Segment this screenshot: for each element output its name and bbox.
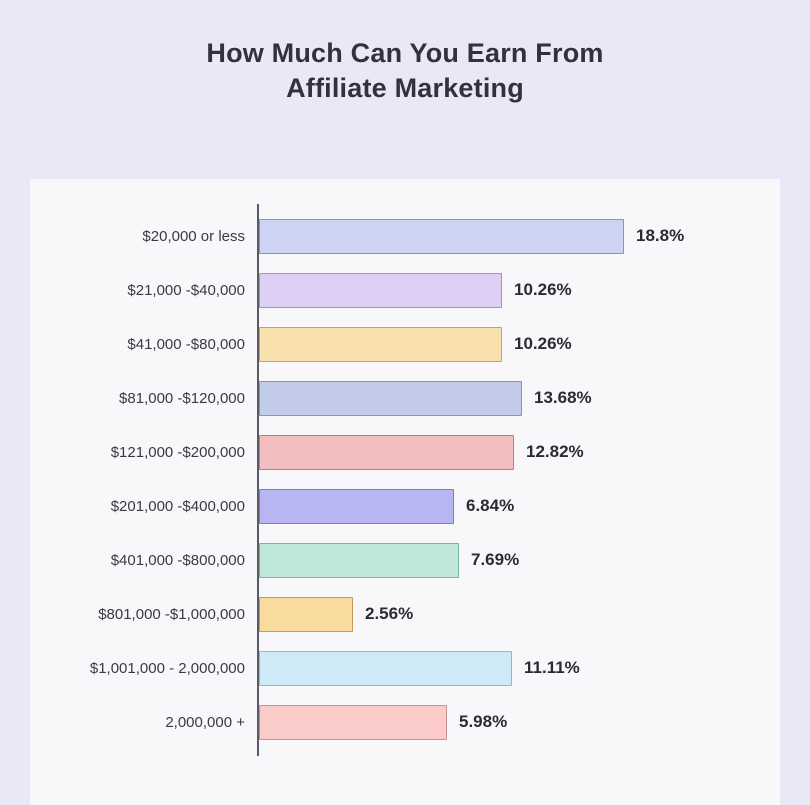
bar-area: 7.69% — [259, 542, 520, 578]
bar — [259, 488, 454, 524]
bar-area: 10.26% — [259, 326, 572, 362]
bar — [259, 218, 624, 254]
chart-row: $81,000 -$120,000 13.68% — [30, 371, 780, 425]
category-label: $41,000 -$80,000 — [127, 335, 245, 353]
category-label: $801,000 -$1,000,000 — [98, 605, 245, 623]
chart-title: How Much Can You Earn From Affiliate Mark… — [0, 36, 810, 106]
value-label: 11.11% — [524, 658, 580, 677]
bar — [259, 704, 447, 740]
category-label: 2,000,000 + — [165, 713, 245, 731]
chart-panel: $20,000 or less 18.8% $21,000 -$40,000 10.2… — [30, 179, 780, 805]
value-label: 10.26% — [514, 280, 572, 299]
category-label: $20,000 or less — [142, 227, 245, 245]
category-label: $21,000 -$40,000 — [127, 281, 245, 299]
chart-title-line-1: How Much Can You Earn From — [206, 38, 604, 68]
bar — [259, 434, 514, 470]
bar-area: 11.11% — [259, 650, 580, 686]
bar-area: 12.82% — [259, 434, 584, 470]
chart-row: $201,000 -$400,000 6.84% — [30, 479, 780, 533]
bar-chart: $20,000 or less 18.8% $21,000 -$40,000 10.2… — [30, 179, 780, 756]
bar — [259, 272, 502, 308]
bar-area: 2.56% — [259, 596, 414, 632]
chart-row: $20,000 or less 18.8% — [30, 209, 780, 263]
chart-row: $21,000 -$40,000 10.26% — [30, 263, 780, 317]
chart-row: $121,000 -$200,000 12.82% — [30, 425, 780, 479]
chart-row: $41,000 -$80,000 10.26% — [30, 317, 780, 371]
value-label: 5.98% — [459, 712, 508, 731]
bar-area: 6.84% — [259, 488, 515, 524]
chart-title-line-2: Affiliate Marketing — [286, 73, 524, 104]
value-label: 10.26% — [514, 334, 572, 353]
bar — [259, 326, 502, 362]
chart-row: $1,001,000 - 2,000,000 11.11% — [30, 641, 780, 695]
bar-area: 13.68% — [259, 380, 592, 416]
value-label: 18.8% — [636, 226, 685, 245]
category-label: $1,001,000 - 2,000,000 — [89, 659, 245, 677]
bar — [259, 542, 459, 578]
value-label: 7.69% — [471, 550, 520, 569]
bar-area: 18.8% — [259, 218, 685, 254]
category-label: $121,000 -$200,000 — [110, 443, 245, 461]
bar — [259, 650, 512, 686]
chart-row: $401,000 -$800,000 7.69% — [30, 533, 780, 587]
bar-area: 5.98% — [259, 704, 508, 740]
category-label: $401,000 -$800,000 — [110, 551, 245, 569]
value-label: 12.82% — [526, 442, 584, 461]
category-label: $81,000 -$120,000 — [119, 389, 245, 407]
bar-area: 10.26% — [259, 272, 572, 308]
bar — [259, 596, 353, 632]
value-label: 13.68% — [534, 388, 592, 407]
value-label: 6.84% — [466, 496, 515, 515]
category-label: $201,000 -$400,000 — [110, 497, 245, 515]
y-axis-line — [257, 204, 259, 756]
chart-row: $801,000 -$1,000,000 2.56% — [30, 587, 780, 641]
bar — [259, 380, 522, 416]
chart-row: 2,000,000 + 5.98% — [30, 695, 780, 749]
value-label: 2.56% — [365, 604, 414, 623]
